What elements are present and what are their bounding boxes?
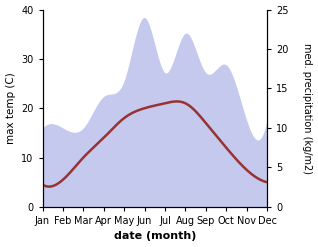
Y-axis label: med. precipitation (kg/m2): med. precipitation (kg/m2) [302,43,313,174]
X-axis label: date (month): date (month) [114,231,196,242]
Y-axis label: max temp (C): max temp (C) [5,72,16,144]
